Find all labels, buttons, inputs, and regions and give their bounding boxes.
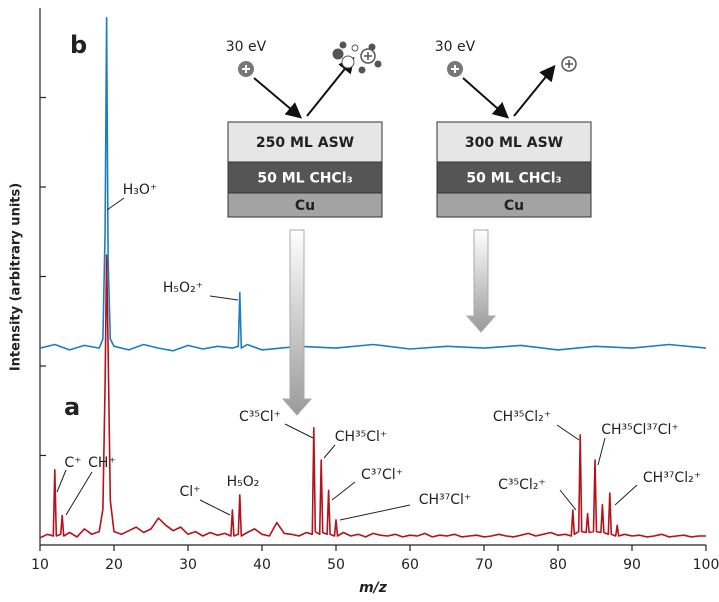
plus xyxy=(364,52,372,60)
energy-label: 30 eV xyxy=(226,39,267,55)
peak-label: H₅O₂ xyxy=(227,474,260,490)
fragment xyxy=(374,60,382,68)
plus xyxy=(242,65,250,73)
layer xyxy=(436,192,592,218)
peak-label: C³⁵Cl⁺ xyxy=(239,409,281,425)
layer-label: 250 ML ASW xyxy=(256,135,354,151)
arrow xyxy=(513,64,556,117)
fragment xyxy=(341,55,355,69)
x-tick-label: 30 xyxy=(179,557,197,573)
x-tick-label: 80 xyxy=(549,557,567,573)
leader-line xyxy=(331,481,356,501)
peak-label: CH⁺ xyxy=(88,455,116,471)
peak-label: Cl⁺ xyxy=(179,484,200,500)
leader-line xyxy=(614,484,638,506)
peak-label: CH³⁷Cl₂⁺ xyxy=(643,470,701,486)
layer xyxy=(227,192,383,218)
spectrum-line xyxy=(39,17,707,352)
leader-line xyxy=(556,424,580,441)
leader-line xyxy=(199,499,231,516)
leader-line xyxy=(597,437,606,466)
layer-label: Cu xyxy=(504,198,524,214)
spectrum-line xyxy=(39,254,706,539)
plus xyxy=(451,65,459,73)
layer xyxy=(227,121,383,163)
layer xyxy=(227,161,383,194)
x-tick-label: 90 xyxy=(623,557,641,573)
fragment xyxy=(332,48,344,60)
x-tick-label: 20 xyxy=(105,557,123,573)
arrow xyxy=(306,56,355,117)
panel-label: b xyxy=(70,31,87,59)
layer-label: 50 ML CHCl₃ xyxy=(466,171,561,187)
layer-label: Cu xyxy=(295,198,315,214)
arrow xyxy=(462,77,509,119)
fragment xyxy=(358,66,366,74)
leader-line xyxy=(209,295,239,301)
leader-line xyxy=(56,469,67,493)
leader-line xyxy=(284,423,314,439)
layer-label: 300 ML ASW xyxy=(465,135,563,151)
leader-line xyxy=(65,471,93,516)
layer xyxy=(436,121,592,163)
x-tick-label: 100 xyxy=(693,557,719,573)
layer-label: 50 ML CHCl₃ xyxy=(257,171,352,187)
leader-line xyxy=(106,197,125,211)
leader-line xyxy=(339,504,411,521)
peak-label: C³⁵Cl₂⁺ xyxy=(498,477,546,493)
layer xyxy=(436,161,592,194)
x-tick-label: 40 xyxy=(253,557,271,573)
x-tick-label: 60 xyxy=(401,557,419,573)
peak-label: CH³⁷Cl⁺ xyxy=(419,492,472,508)
peak-label: H₃O⁺ xyxy=(123,182,158,198)
x-axis-label: m/z xyxy=(359,580,388,596)
x-tick-label: 70 xyxy=(475,557,493,573)
plus xyxy=(565,60,573,68)
arrow xyxy=(253,77,303,119)
peak-label: C⁺ xyxy=(64,455,81,471)
peak-label: CH³⁵Cl⁺ xyxy=(335,429,388,445)
x-tick-label: 50 xyxy=(327,557,345,573)
big-arrow xyxy=(281,229,313,416)
x-tick-label: 10 xyxy=(31,557,49,573)
energy-label: 30 eV xyxy=(435,39,476,55)
big-arrow xyxy=(465,229,497,333)
peak-label: C³⁷Cl⁺ xyxy=(361,467,403,483)
fragment xyxy=(368,43,376,51)
leader-line xyxy=(559,489,577,511)
fragment xyxy=(339,41,347,49)
y-axis-label: Intensity (arbitrary units) xyxy=(9,183,24,371)
peak-label: CH³⁵Cl³⁷Cl⁺ xyxy=(601,422,678,438)
leader-line xyxy=(323,444,336,459)
fragment xyxy=(351,44,359,52)
panel-label: a xyxy=(64,393,80,421)
peak-label: H₅O₂⁺ xyxy=(163,280,203,296)
peak-label: CH³⁵Cl₂⁺ xyxy=(493,409,551,425)
